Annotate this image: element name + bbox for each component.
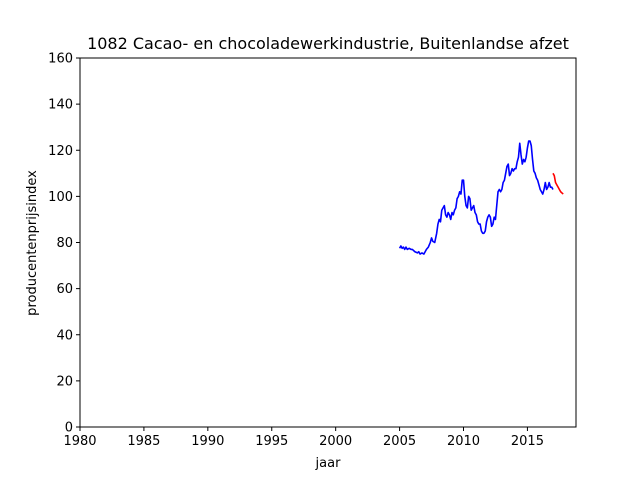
x-tick-label: 1995 <box>255 434 288 449</box>
y-tick-label: 0 <box>65 421 73 436</box>
x-tick-label: 2000 <box>319 434 352 449</box>
y-tick-label: 100 <box>48 190 73 205</box>
y-tick-label: 80 <box>56 236 73 251</box>
y-tick-label: 140 <box>48 98 73 113</box>
y-tick-label: 120 <box>48 144 73 159</box>
x-tick-label: 2010 <box>447 434 480 449</box>
x-axis: 1980 1985 1990 1995 2000 2005 2010 2015 <box>63 427 544 449</box>
x-tick-label: 1980 <box>63 434 96 449</box>
y-axis: 0 20 40 60 80 100 120 140 160 <box>48 52 80 436</box>
y-tick-label: 20 <box>56 374 73 389</box>
y-tick-label: 40 <box>56 328 73 343</box>
chart-title: 1082 Cacao- en chocoladewerkindustrie, B… <box>87 34 569 53</box>
y-axis-label: producentenprijsindex <box>25 170 40 316</box>
x-tick-label: 1985 <box>127 434 160 449</box>
x-tick-label: 1990 <box>191 434 224 449</box>
x-tick-label: 2015 <box>511 434 544 449</box>
y-tick-label: 60 <box>56 282 73 297</box>
x-tick-label: 2005 <box>383 434 416 449</box>
plot-area <box>398 140 564 255</box>
series-line-2 <box>552 172 564 195</box>
x-axis-label: jaar <box>315 456 342 471</box>
series-line-1 <box>398 140 554 255</box>
y-tick-label: 160 <box>48 52 73 67</box>
